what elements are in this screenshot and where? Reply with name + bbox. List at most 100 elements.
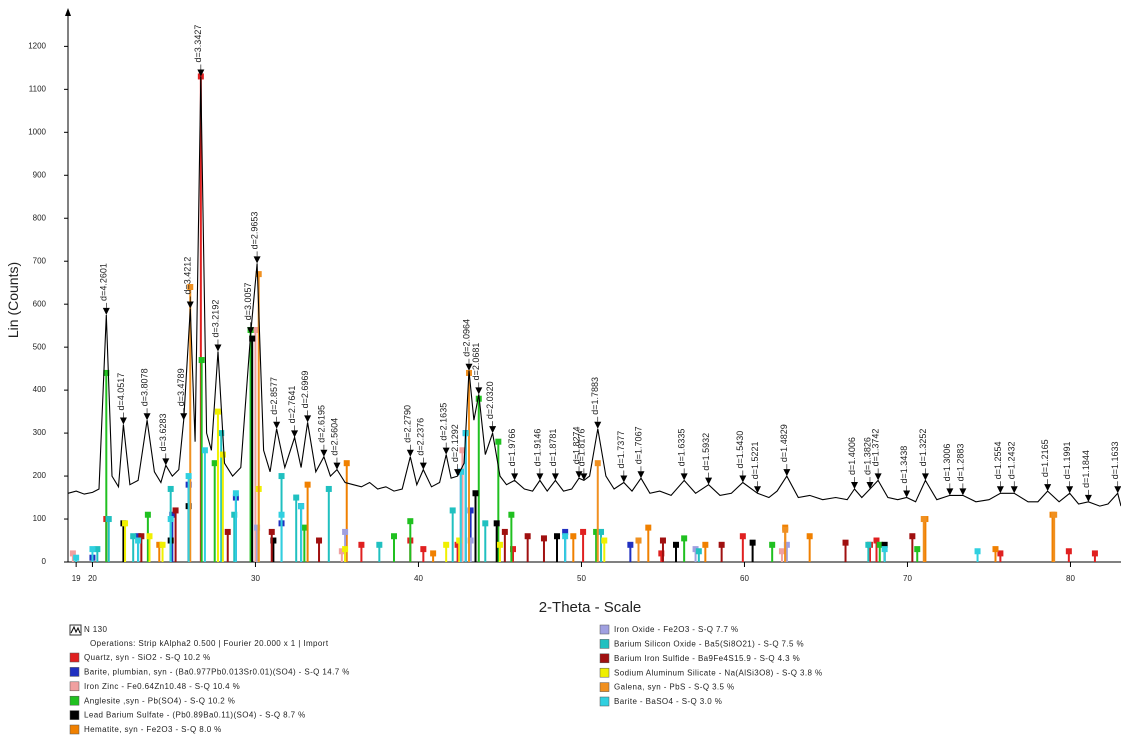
peak-marker: [419, 462, 427, 470]
legend-swatch: [69, 652, 80, 663]
peak-marker: [1044, 484, 1052, 492]
peak-label: d=1.3826: [862, 437, 872, 475]
phase-stick: [343, 460, 350, 562]
legend-icon-line: [70, 625, 81, 634]
phase-stick: [1091, 550, 1098, 562]
peak-marker: [273, 421, 281, 429]
phase-stick: [94, 546, 101, 562]
phase-stick: [214, 408, 221, 562]
phase-stick: [992, 546, 999, 562]
peak-marker: [1066, 486, 1074, 494]
peak-marker: [946, 488, 954, 496]
phase-stick: [974, 548, 981, 562]
legend-label: Iron Zinc - Fe0.64Zn10.48 - S-Q 10.4 %: [84, 682, 240, 691]
trace-line: [67, 76, 1121, 507]
phase-stick: [449, 507, 456, 562]
phase-stick: [430, 550, 437, 562]
phase-stick: [420, 546, 427, 562]
x-tick-label: 80: [1066, 574, 1075, 583]
peak-marker: [850, 481, 858, 489]
phase-stick: [467, 537, 474, 562]
phase-stick: [89, 546, 96, 562]
phase-stick: [211, 460, 218, 562]
peak-marker: [1114, 486, 1121, 494]
phase-stick: [358, 541, 365, 562]
phase-stick: [376, 541, 383, 562]
x-tick-label: 50: [577, 574, 586, 583]
y-tick-label: 400: [33, 385, 47, 394]
peak-label: d=2.2376: [416, 418, 426, 456]
phase-stick: [580, 528, 587, 562]
y-tick-label: 1000: [28, 127, 46, 136]
phase-stick: [342, 546, 349, 562]
phase-stick: [509, 546, 516, 562]
phase-stick: [198, 357, 205, 562]
phase-stick: [268, 528, 275, 562]
peak-marker: [304, 415, 312, 423]
peak-label: d=1.7377: [616, 431, 626, 469]
phase-stick: [316, 537, 323, 562]
peak-marker: [162, 458, 170, 466]
legend-swatch: [599, 624, 610, 635]
phase-stick: [501, 528, 508, 562]
phase-stick: [1065, 548, 1072, 562]
peak-label: d=1.9146: [532, 429, 542, 467]
phase-stick: [219, 451, 226, 562]
peak-label: d=1.3006: [942, 444, 952, 482]
phase-stick: [270, 537, 277, 562]
phase-stick: [718, 541, 725, 562]
x-tick-label: 70: [903, 574, 912, 583]
phase-stick: [159, 541, 166, 562]
peak-label: d=1.8274: [571, 426, 581, 464]
x-tick-label: 40: [414, 574, 423, 583]
phase-stick: [201, 447, 208, 562]
legend-swatch: [599, 696, 610, 707]
x-tick-label: 60: [740, 574, 749, 583]
phase-stick: [1051, 511, 1058, 562]
phase-stick: [298, 503, 305, 562]
phase-stick: [472, 490, 479, 562]
phase-stick: [658, 550, 665, 562]
phase-stick: [806, 533, 813, 562]
phase-stick: [187, 284, 194, 562]
peak-label: d=2.2790: [403, 405, 413, 443]
y-tick-label: 100: [33, 514, 47, 523]
peak-marker: [551, 473, 559, 481]
peak-marker: [119, 417, 127, 425]
peak-marker: [705, 477, 713, 485]
phase-stick: [456, 537, 463, 562]
phase-stick: [873, 537, 880, 562]
legend-swatch: [599, 653, 610, 664]
phase-stick: [524, 533, 531, 562]
phase-stick: [232, 490, 239, 562]
phase-stick: [783, 541, 790, 562]
phase-stick: [73, 554, 80, 562]
y-tick-label: 800: [33, 213, 47, 222]
phase-stick: [881, 546, 888, 562]
phase-stick: [914, 546, 921, 562]
phase-stick: [249, 335, 256, 562]
phase-stick: [122, 520, 129, 562]
peak-marker: [739, 475, 747, 483]
peak-label: d=1.7067: [633, 426, 643, 464]
phase-stick: [570, 533, 577, 562]
phase-stick: [876, 541, 883, 562]
phase-stick: [496, 541, 503, 562]
peak-label: d=1.9766: [507, 429, 517, 467]
peak-marker: [874, 473, 882, 481]
peak-marker: [680, 473, 688, 481]
legend-swatch: [69, 681, 80, 692]
peak-label: d=3.2192: [210, 300, 220, 338]
peak-marker: [442, 447, 450, 455]
phase-stick: [769, 541, 776, 562]
legend-label: Iron Oxide - Fe2O3 - S-Q 7.7 %: [614, 625, 738, 634]
peak-marker: [333, 462, 341, 470]
peak-label: d=1.8176: [576, 429, 586, 467]
legend-swatch: [69, 695, 80, 706]
phase-stick: [293, 494, 300, 562]
phase-stick: [540, 535, 547, 562]
peak-label: d=1.3438: [899, 446, 909, 484]
peak-label: d=4.0517: [116, 373, 126, 411]
phase-stick: [645, 524, 652, 562]
